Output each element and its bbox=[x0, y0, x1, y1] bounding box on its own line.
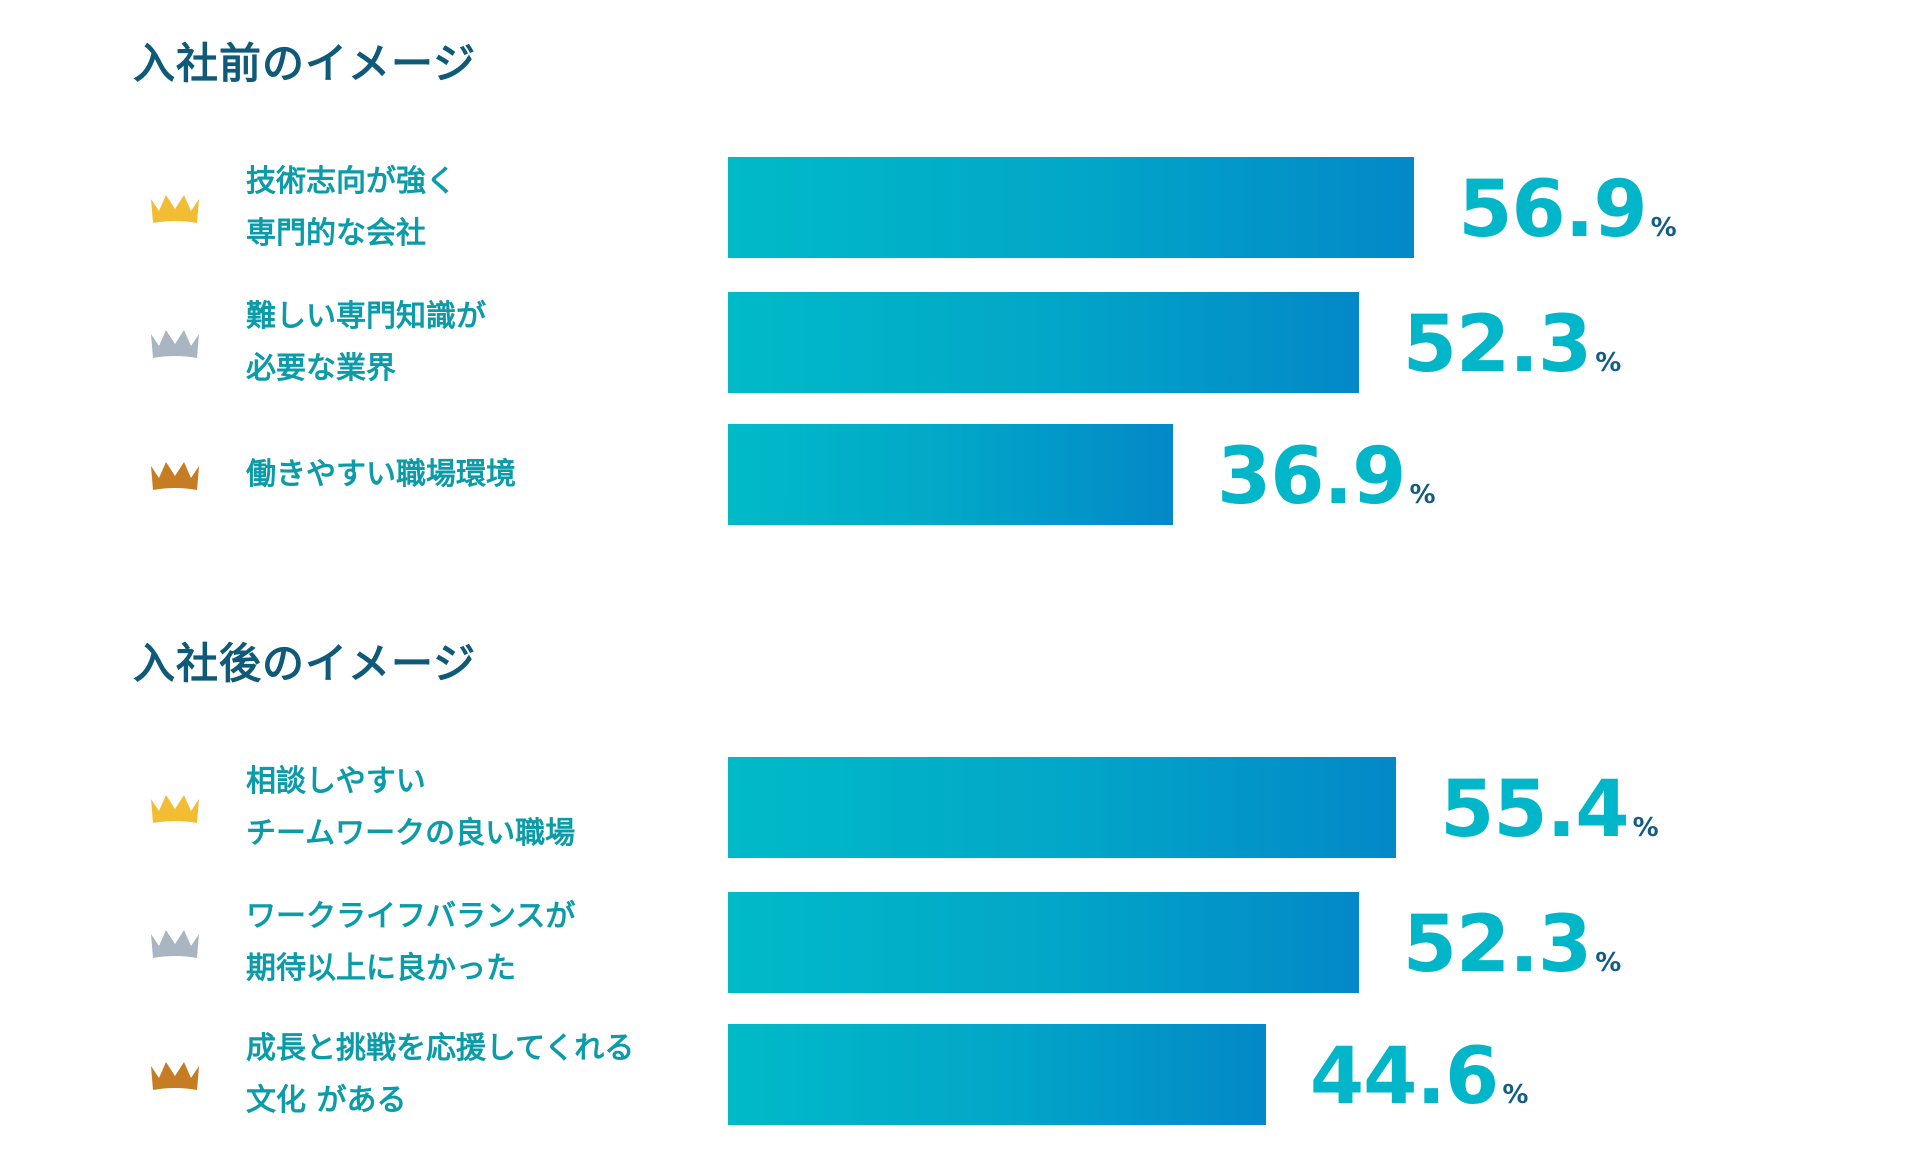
category-label: ワークライフバランスが 期待以上に良かった bbox=[246, 891, 575, 995]
category-label-line: 相談しやすい bbox=[246, 763, 426, 799]
bar bbox=[728, 424, 1173, 525]
crown-gold-icon bbox=[149, 789, 201, 827]
category-label: 技術志向が強く 専門的な会社 bbox=[246, 156, 456, 260]
category-label-line: 技術志向が強く bbox=[246, 163, 456, 199]
crown-silver-icon bbox=[149, 924, 201, 962]
percent-unit: % bbox=[1632, 813, 1659, 843]
bar-row: 働きやすい職場環境 36.9% bbox=[0, 424, 1918, 525]
category-label: 相談しやすいチームワークの良い職場 bbox=[246, 756, 575, 860]
value-number: 44.6 bbox=[1309, 1032, 1499, 1122]
bar bbox=[728, 892, 1359, 993]
percent-unit: % bbox=[1650, 213, 1677, 243]
value-number: 55.4 bbox=[1440, 765, 1629, 855]
value-label: 52.3% bbox=[1402, 900, 1622, 990]
crown-bronze-icon bbox=[149, 1056, 201, 1094]
section-title: 入社前のイメージ bbox=[133, 39, 477, 88]
category-label-line: ワークライフバランスが bbox=[246, 898, 576, 934]
value-label: 55.4% bbox=[1440, 765, 1659, 855]
category-label-line: 専門的な会社 bbox=[246, 215, 426, 251]
category-label-line: チームワークの良い職場 bbox=[246, 815, 576, 851]
section-title: 入社後のイメージ bbox=[133, 639, 477, 688]
value-number: 52.3 bbox=[1402, 900, 1592, 990]
category-label: 難しい専門知識が 必要な業界 bbox=[246, 291, 486, 395]
category-label-line: 期待以上に良かった bbox=[246, 950, 516, 986]
bar bbox=[728, 157, 1415, 258]
percent-unit: % bbox=[1502, 1080, 1528, 1110]
bar bbox=[728, 757, 1397, 858]
category-label: 働きやすい職場環境 bbox=[246, 449, 516, 501]
bar-row: 技術志向が強く 専門的な会社 56.9% bbox=[0, 157, 1918, 258]
category-label-line: 難しい専門知識が bbox=[246, 298, 486, 334]
percent-unit: % bbox=[1595, 948, 1621, 978]
bar-row: 成長と挑戦を応援してくれる 文化 がある 44.6% bbox=[0, 1024, 1918, 1125]
value-number: 56.9 bbox=[1458, 165, 1647, 255]
value-label: 44.6% bbox=[1309, 1032, 1529, 1122]
crown-silver-icon bbox=[149, 324, 201, 362]
bar bbox=[728, 292, 1359, 393]
bar-row: 難しい専門知識が 必要な業界 52.3% bbox=[0, 292, 1918, 393]
category-label: 成長と挑戦を応援してくれる 文化 がある bbox=[246, 1023, 634, 1127]
crown-gold-icon bbox=[149, 189, 201, 227]
value-label: 52.3% bbox=[1402, 300, 1622, 390]
value-label: 56.9% bbox=[1458, 165, 1677, 255]
bar bbox=[728, 1024, 1266, 1125]
bar-row: ワークライフバランスが 期待以上に良かった 52.3% bbox=[0, 892, 1918, 993]
value-number: 36.9 bbox=[1217, 432, 1406, 522]
percent-unit: % bbox=[1409, 480, 1435, 510]
crown-bronze-icon bbox=[149, 456, 201, 494]
value-number: 52.3 bbox=[1402, 300, 1592, 390]
category-label-line: 成長と挑戦を応援してくれる bbox=[246, 1030, 635, 1066]
category-label-line: 必要な業界 bbox=[246, 350, 396, 386]
bar-row: 相談しやすいチームワークの良い職場 55.4% bbox=[0, 757, 1918, 858]
category-label-line: 働きやすい職場環境 bbox=[246, 456, 516, 492]
percent-unit: % bbox=[1595, 348, 1621, 378]
category-label-line: 文化 がある bbox=[246, 1082, 407, 1118]
value-label: 36.9% bbox=[1217, 432, 1436, 522]
